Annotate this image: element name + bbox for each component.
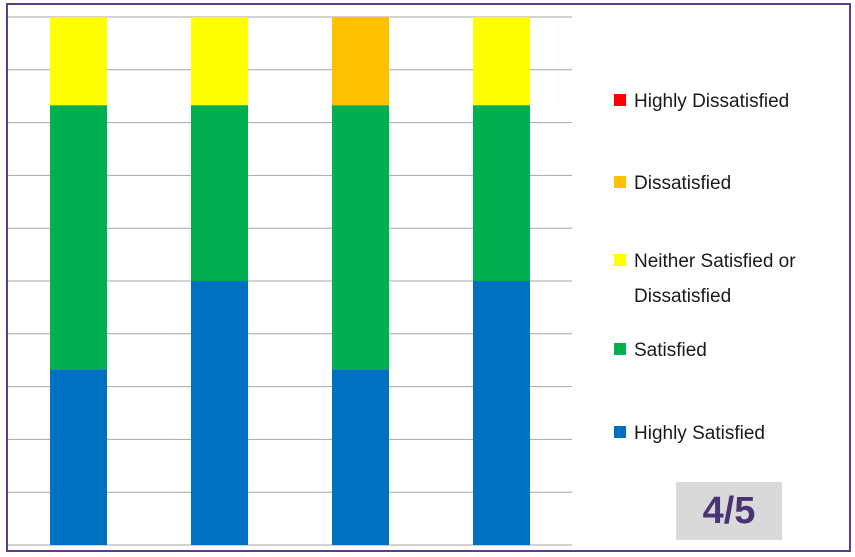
legend-swatch	[614, 176, 626, 188]
bar-segment-highly-satisfied	[50, 369, 107, 545]
slide-number-badge: 4/5	[676, 482, 782, 540]
bar-segment-neither-satisfied-or-dissatisfied	[473, 17, 530, 106]
legend-label: Highly Dissatisfied	[634, 91, 789, 112]
legend-swatch	[614, 94, 626, 106]
legend-swatch	[614, 426, 626, 438]
legend-label: Neither Satisfied or Dissatisfied	[634, 251, 796, 307]
bars	[50, 17, 530, 545]
bar-segment-satisfied	[191, 105, 248, 282]
bar-segment-neither-satisfied-or-dissatisfied	[50, 17, 107, 106]
legend-label: Dissatisfied	[634, 173, 731, 194]
legend-swatch	[614, 343, 626, 355]
bar-segment-neither-satisfied-or-dissatisfied	[191, 17, 248, 106]
legend: Highly Dissatisfied Dissatisfied Neither S…	[614, 91, 796, 444]
bar-segment-highly-satisfied	[332, 369, 389, 545]
bar-segment-satisfied	[50, 105, 107, 370]
legend-swatch	[614, 254, 626, 266]
bar-segment-dissatisfied	[332, 17, 389, 106]
legend-label: Satisfied	[634, 340, 707, 361]
legend-label: Highly Satisfied	[634, 423, 765, 444]
bar-segment-satisfied	[332, 105, 389, 370]
bar-segment-highly-satisfied	[473, 281, 530, 545]
slide-frame	[6, 3, 851, 552]
bar-segment-satisfied	[473, 105, 530, 282]
bar-segment-highly-satisfied	[191, 281, 248, 545]
